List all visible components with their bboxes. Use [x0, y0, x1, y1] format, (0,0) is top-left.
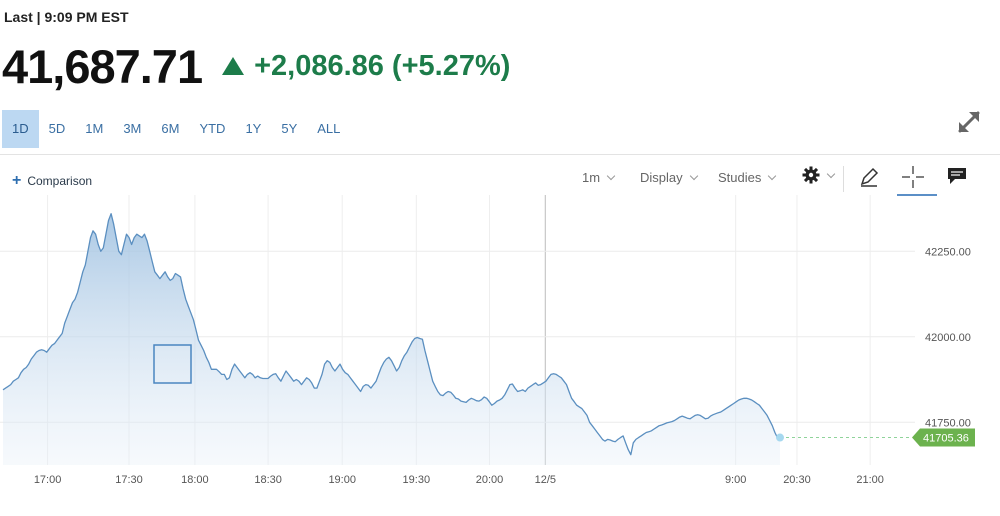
price-area [3, 213, 780, 465]
y-tick-label: 42000.00 [925, 332, 971, 344]
studies-label: Studies [718, 170, 762, 185]
display-label: Display [640, 170, 683, 185]
x-tick-label: 9:00 [725, 474, 746, 486]
crosshair-button[interactable] [900, 164, 926, 190]
range-tab-5y[interactable]: 5Y [281, 121, 298, 136]
range-tab-5d[interactable]: 5D [48, 121, 66, 136]
chevron-down-icon [689, 171, 698, 181]
draw-button[interactable] [858, 166, 880, 188]
range-tabs: 1D 5D 1M 3M 6M YTD 1Y 5Y ALL [2, 110, 350, 148]
range-tab-1m[interactable]: 1M [85, 121, 104, 136]
up-arrow-icon [222, 57, 245, 75]
expand-icon[interactable] [955, 108, 983, 136]
x-tick-label: 12/5 [535, 474, 556, 486]
plus-icon: + [12, 172, 22, 189]
range-tab-1y[interactable]: 1Y [245, 121, 262, 136]
crosshair-icon [902, 166, 924, 188]
chevron-down-icon [826, 169, 836, 178]
x-tick-label: 19:00 [328, 474, 356, 486]
chevron-down-icon [606, 171, 616, 181]
header-divider [0, 154, 1000, 155]
x-tick-label: 20:00 [476, 474, 504, 486]
x-tick-label: 20:30 [783, 474, 811, 486]
pencil-icon [860, 167, 879, 187]
price-line [2, 213, 781, 456]
last-value-label: 41705.36 [923, 433, 969, 445]
price-change: +2,086.86 (+5.27%) [222, 50, 510, 83]
range-tab-1d[interactable]: 1D [2, 110, 39, 148]
last-update-label: Last | 9:09 PM EST [4, 9, 129, 25]
y-tick-label: 42250.00 [925, 246, 971, 258]
range-tab-all[interactable]: ALL [317, 121, 341, 136]
x-tick-label: 19:30 [403, 474, 431, 486]
comparison-label: Comparison [27, 174, 93, 188]
change-percent: (+5.27%) [391, 49, 511, 82]
x-tick-label: 17:00 [34, 474, 62, 486]
chevron-down-icon [768, 171, 777, 181]
quote-header: 41,687.71 +2,086.86 (+5.27%) [2, 36, 510, 96]
price-chart[interactable]: 42250.00 42000.00 41750.00 41705.36 17:00 17:… [0, 195, 1000, 516]
interval-dropdown[interactable]: 1m [582, 170, 616, 185]
x-tick-label: 18:30 [254, 474, 282, 486]
comment-button[interactable] [946, 166, 968, 186]
gear-icon [802, 166, 820, 184]
settings-dropdown[interactable] [802, 166, 836, 184]
x-tick-label: 17:30 [115, 474, 143, 486]
last-value-badge [912, 428, 975, 447]
studies-dropdown[interactable]: Studies [718, 170, 777, 185]
chart-annotation-box[interactable] [153, 344, 192, 384]
last-value-dot [776, 433, 784, 442]
toolbar-separator [843, 166, 844, 192]
y-tick-label: 41750.00 [925, 417, 971, 429]
range-tab-6m[interactable]: 6M [161, 121, 180, 136]
range-tab-ytd[interactable]: YTD [199, 121, 226, 136]
interval-label: 1m [582, 170, 601, 185]
range-tab-3m[interactable]: 3M [123, 121, 142, 136]
change-value: +2,086.86 [254, 49, 384, 82]
x-tick-label: 21:00 [856, 474, 884, 486]
display-dropdown[interactable]: Display [640, 170, 698, 185]
crosshair-active-indicator [897, 194, 937, 196]
last-price: 41,687.71 [2, 39, 203, 93]
comment-icon [948, 168, 966, 184]
x-tick-label: 18:00 [181, 474, 209, 486]
comparison-button[interactable]: + Comparison [12, 172, 92, 190]
